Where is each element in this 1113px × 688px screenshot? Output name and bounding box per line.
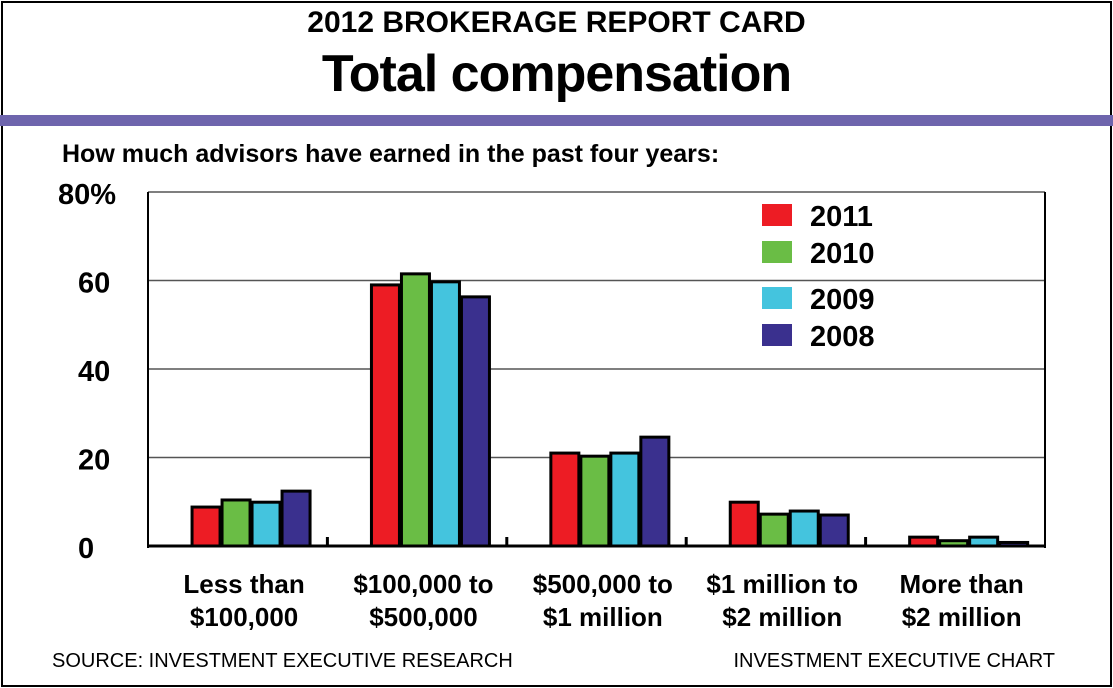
x-tick-label: $2 million [902,602,1022,632]
x-tick-label: Less than [183,569,304,599]
bar-2010 [220,498,252,548]
y-tick-label: 0 [78,533,94,565]
bar-2011 [728,500,760,548]
bar-2008 [459,295,491,548]
legend-label: 2011 [810,201,873,233]
divider-rule [0,115,1113,126]
bar-2009 [429,280,461,548]
bar-2009 [788,509,820,548]
bar-2009 [968,535,1000,548]
bar-2008 [280,489,312,548]
source-note: SOURCE: INVESTMENT EXECUTIVE RESEARCH [52,650,513,672]
bar-2010 [938,539,970,548]
x-tick-label: $1 million to [706,569,858,599]
x-tick-label: $1 million [543,602,663,632]
y-tick-label: 40 [78,356,110,388]
bar-2008 [998,540,1030,548]
chart-title: Total compensation [321,45,792,103]
x-tick-label: $2 million [722,602,842,632]
bar-2008 [818,513,850,548]
x-tick-label: $500,000 to [533,569,673,599]
bar-2011 [549,451,581,548]
y-tick-label: 60 [78,268,110,300]
chart-kicker: 2012 BROKERAGE REPORT CARD [307,6,806,39]
legend-swatch [762,287,792,309]
bar-2009 [609,451,641,548]
chart-subtitle: How much advisors have earned in the pas… [62,140,720,168]
bar-2009 [250,500,282,548]
credit-note: INVESTMENT EXECUTIVE CHART [733,650,1055,672]
bar-2011 [908,535,940,548]
x-tick-label: $100,000 to [353,569,493,599]
legend-swatch [762,324,792,346]
bar-2010 [399,272,431,548]
legend-swatch [762,241,792,263]
x-tick-label: More than [900,569,1024,599]
legend-swatch [762,204,792,226]
x-tick-label: $500,000 [369,602,477,632]
bar-2008 [639,435,671,548]
legend-label: 2010 [810,238,875,270]
bar-2010 [758,512,790,548]
bar-2010 [579,454,611,548]
y-tick-label: 80% [58,179,116,211]
x-tick-label: $100,000 [190,602,298,632]
legend-label: 2009 [810,284,875,316]
bar-2011 [369,283,401,548]
legend-label: 2008 [810,321,875,353]
y-tick-label: 20 [78,445,110,477]
bar-2011 [190,505,222,548]
